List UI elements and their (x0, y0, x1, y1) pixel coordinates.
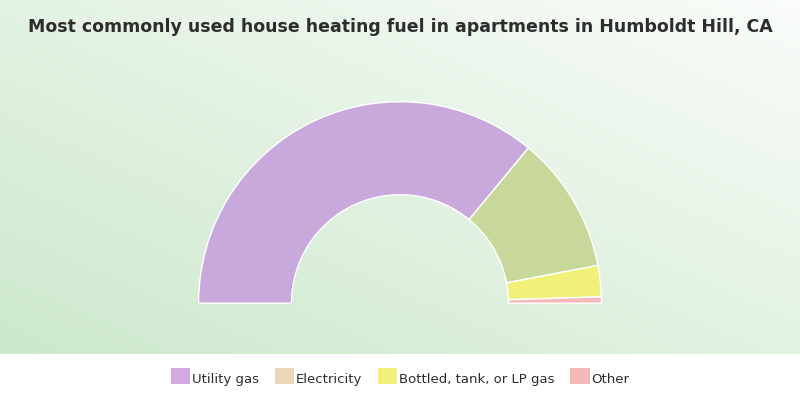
Legend: Utility gas, Electricity, Bottled, tank, or LP gas, Other: Utility gas, Electricity, Bottled, tank,… (170, 372, 630, 386)
Wedge shape (509, 297, 602, 303)
Wedge shape (506, 266, 602, 300)
Wedge shape (469, 148, 598, 283)
Wedge shape (198, 102, 529, 303)
Text: Most commonly used house heating fuel in apartments in Humboldt Hill, CA: Most commonly used house heating fuel in… (28, 18, 772, 36)
